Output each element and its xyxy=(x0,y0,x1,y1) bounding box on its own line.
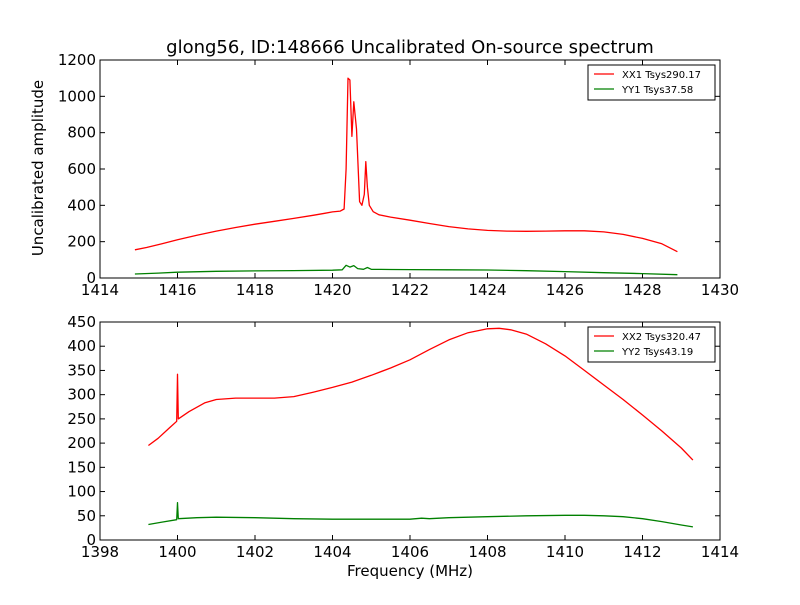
top-chart-series xyxy=(134,77,678,276)
x-tick-label: 1402 xyxy=(236,543,274,561)
y-tick-label: 300 xyxy=(67,386,96,404)
series-line-xx2 xyxy=(148,327,694,461)
x-tick-label: 1416 xyxy=(158,281,196,299)
bottom-chart-ticks: 1398 1400 1402 1404 1406 1408 1410 1412 1414 0 50 1… xyxy=(67,313,739,561)
y-tick-label: 1000 xyxy=(58,87,96,105)
y-tick-label: 350 xyxy=(67,361,96,379)
series-line-xx1 xyxy=(134,77,678,253)
y-tick-label: 800 xyxy=(67,124,96,142)
bottom-chart: Frequency (MHz) 1398 1400 1402 1404 1406 1408… xyxy=(67,313,739,580)
top-chart-legend: XX1 Tsys290.17 YY1 Tsys37.58 xyxy=(587,64,716,101)
x-tick-label: 1420 xyxy=(313,281,351,299)
y-tick-label: 400 xyxy=(67,196,96,214)
x-tick-label: 1412 xyxy=(623,543,661,561)
x-tick-label: 1406 xyxy=(391,543,429,561)
bottom-chart-xlabel: Frequency (MHz) xyxy=(347,562,473,580)
y-tick-label: 50 xyxy=(77,507,96,525)
top-chart-title: glong56, ID:148666 Uncalibrated On-sourc… xyxy=(166,37,654,58)
legend-box xyxy=(587,64,716,101)
y-tick-label: 1200 xyxy=(58,51,96,69)
bottom-chart-frame xyxy=(99,321,721,541)
top-chart-ylabel: Uncalibrated amplitude xyxy=(29,80,47,256)
y-tick-label: 200 xyxy=(67,233,96,251)
legend-label-yy2: YY2 Tsys43.19 xyxy=(621,347,693,358)
legend-label-yy1: YY1 Tsys37.58 xyxy=(621,85,693,96)
x-tick-label: 1426 xyxy=(546,281,584,299)
series-line-yy1 xyxy=(134,264,678,276)
x-tick-label: 1418 xyxy=(236,281,274,299)
x-tick-label: 1408 xyxy=(468,543,506,561)
top-chart-ticks: 1414 1416 1418 1420 1422 1424 1426 1428 1430 0 200… xyxy=(58,51,739,299)
series-line-yy2 xyxy=(148,502,694,528)
y-tick-label: 600 xyxy=(67,160,96,178)
x-tick-label: 1410 xyxy=(546,543,584,561)
y-tick-label: 450 xyxy=(67,313,96,331)
x-tick-label: 1400 xyxy=(158,543,196,561)
y-tick-label: 150 xyxy=(67,458,96,476)
y-tick-label: 100 xyxy=(67,483,96,501)
bottom-chart-series xyxy=(148,327,694,528)
x-tick-label: 1422 xyxy=(391,281,429,299)
legend-label-xx2: XX2 Tsys320.47 xyxy=(622,332,701,343)
y-tick-label: 0 xyxy=(86,269,96,287)
x-tick-label: 1414 xyxy=(701,543,739,561)
y-tick-label: 200 xyxy=(67,434,96,452)
x-tick-label: 1404 xyxy=(313,543,351,561)
bottom-chart-legend: XX2 Tsys320.47 YY2 Tsys43.19 xyxy=(587,326,716,363)
top-chart-frame xyxy=(99,59,721,279)
x-tick-label: 1428 xyxy=(623,281,661,299)
y-tick-label: 250 xyxy=(67,410,96,428)
y-tick-label: 0 xyxy=(86,531,96,549)
top-chart: glong56, ID:148666 Uncalibrated On-sourc… xyxy=(29,37,739,299)
x-tick-label: 1430 xyxy=(701,281,739,299)
x-tick-label: 1398 xyxy=(81,543,119,561)
legend-label-xx1: XX1 Tsys290.17 xyxy=(622,70,701,81)
y-tick-label: 400 xyxy=(67,337,96,355)
legend-box xyxy=(587,326,716,363)
x-tick-label: 1424 xyxy=(468,281,506,299)
x-tick-label: 1414 xyxy=(81,281,119,299)
